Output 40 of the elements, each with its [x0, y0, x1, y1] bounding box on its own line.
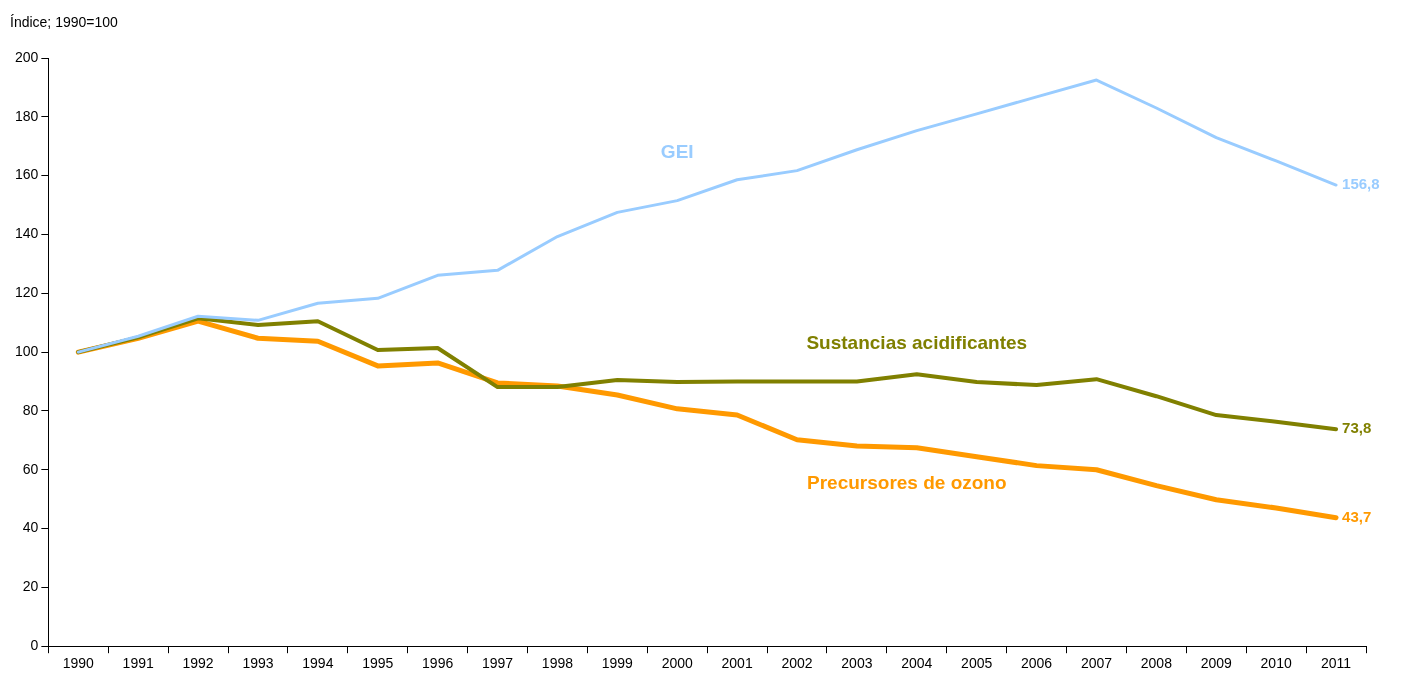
y-tick-label: 120	[15, 284, 39, 301]
x-tick-label: 1998	[541, 655, 574, 672]
data-label: 73,8	[1342, 419, 1372, 437]
x-tick-label: 1994	[302, 655, 334, 672]
series-label: GEI	[660, 140, 694, 162]
y-tick-label: 180	[15, 107, 39, 124]
y-tick-label: 40	[22, 519, 39, 536]
x-tick-label: 1990	[62, 655, 95, 672]
x-tick-label: 2007	[1080, 655, 1113, 672]
x-tick-label: 1995	[362, 655, 394, 672]
x-tick-label: 2003	[841, 655, 873, 672]
data-label: 156,8	[1342, 175, 1380, 193]
x-tick-label: 1993	[242, 655, 274, 672]
y-tick-label: 200	[15, 48, 39, 65]
x-tick-label: 1992	[182, 655, 214, 672]
x-tick-label: 1991	[122, 655, 154, 672]
x-tick-label: 2002	[781, 655, 813, 672]
series-label: Precursores de ozono	[807, 471, 1007, 493]
series-label: Sustancias acidificantes	[806, 332, 1028, 354]
y-tick-label: 140	[15, 225, 39, 242]
x-tick-label: 1999	[601, 655, 634, 672]
y-tick-label: 100	[15, 342, 39, 359]
y-tick-label: 80	[22, 401, 39, 418]
x-tick-label: 2000	[661, 655, 694, 672]
data-label: 43,7	[1342, 507, 1372, 525]
y-tick-label: 20	[22, 578, 39, 595]
x-tick-label: 2005	[961, 655, 993, 672]
y-tick-label: 60	[22, 460, 39, 477]
y-tick-label: 160	[15, 166, 39, 183]
x-tick-label: 2004	[901, 655, 933, 672]
x-tick-label: 1996	[422, 655, 454, 672]
x-tick-label: 2009	[1200, 655, 1233, 672]
x-tick-label: 2010	[1260, 655, 1292, 672]
x-tick-label: 1997	[481, 655, 514, 672]
x-tick-label: 2006	[1021, 655, 1053, 672]
x-tick-label: 2011	[1321, 655, 1352, 672]
x-tick-label: 2001	[721, 655, 753, 672]
y-axis-title: Índice; 1990=100	[10, 13, 119, 30]
y-tick-label: 0	[30, 637, 39, 654]
x-tick-label: 2008	[1140, 655, 1173, 672]
